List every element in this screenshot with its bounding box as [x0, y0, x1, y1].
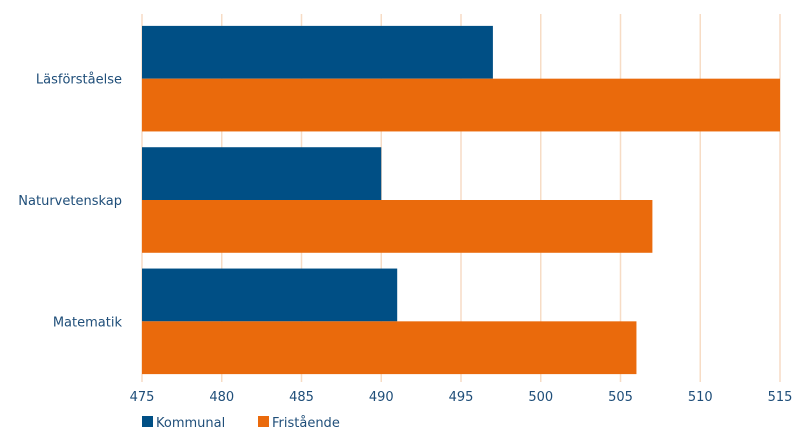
x-tick-label: 505 — [608, 390, 633, 405]
x-tick-label: 515 — [768, 390, 793, 405]
bar-kommunal-0 — [142, 25, 493, 79]
bar-fristående-2 — [142, 321, 637, 375]
bar-fristående-0 — [142, 78, 780, 132]
x-tick-label: 500 — [528, 390, 553, 405]
x-tick-label: 495 — [449, 390, 474, 405]
x-tick-label: 480 — [209, 390, 234, 405]
legend-swatch — [142, 416, 153, 427]
bar-kommunal-1 — [142, 147, 382, 200]
bar-fristående-1 — [142, 200, 653, 253]
category-label: Matematik — [53, 315, 123, 330]
x-axis-tick-labels: 475 480 485 490 495 500 505 510 515 — [130, 390, 793, 405]
x-tick-label: 485 — [289, 390, 314, 405]
category-label: Läsförståelse — [36, 73, 122, 88]
x-tick-label: 475 — [130, 390, 155, 405]
x-tick-label: 510 — [688, 390, 713, 405]
legend: Kommunal Fristående — [142, 416, 340, 431]
category-labels: Läsförståelse Naturvetenskap Matematik — [18, 73, 122, 331]
legend-label: Fristående — [272, 416, 340, 431]
bars — [142, 25, 780, 375]
legend-swatch — [258, 416, 269, 427]
category-label: Naturvetenskap — [18, 194, 122, 209]
x-tick-label: 490 — [369, 390, 394, 405]
bar-kommunal-2 — [142, 268, 398, 322]
legend-label: Kommunal — [156, 416, 225, 431]
